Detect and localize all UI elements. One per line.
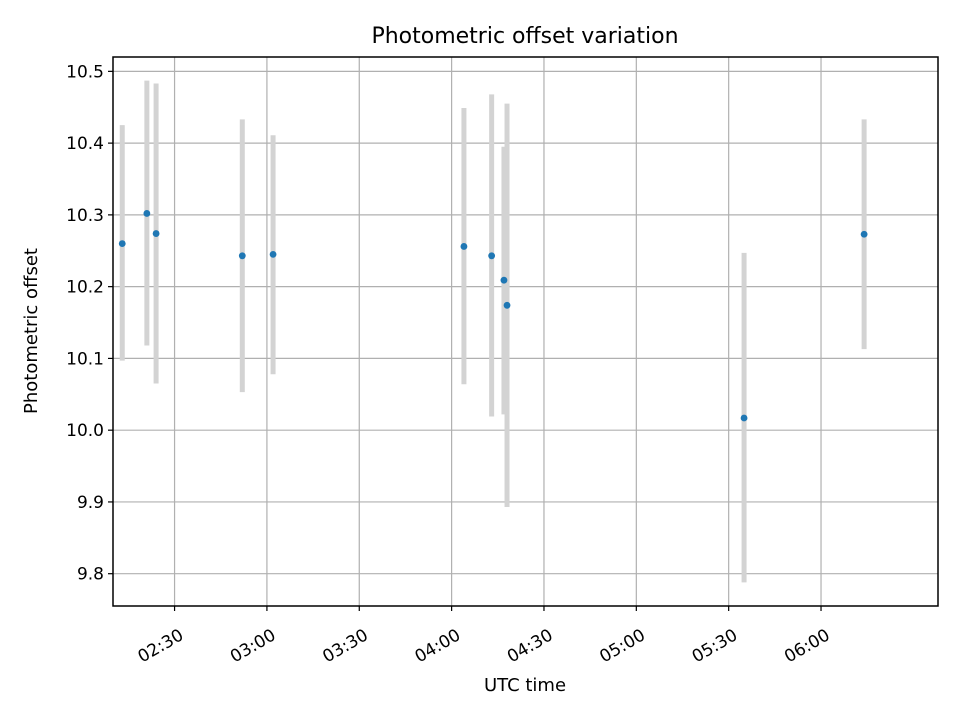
tick-layer: 02:30 03:00 03:30 04:00 04:30 05:00 05:30 06:00… (66, 62, 833, 667)
x-tick-label: 03:30 (319, 625, 371, 667)
y-axis-label: Photometric offset (21, 248, 42, 414)
plot-frame (112, 56, 939, 607)
y-tick-label: 10.0 (66, 421, 104, 441)
data-point (152, 230, 160, 237)
x-axis-label: UTC time (484, 675, 566, 696)
x-tick-label: 04:30 (504, 625, 556, 667)
x-tick-label: 04:00 (412, 625, 464, 667)
x-tick-label: 02:30 (135, 625, 187, 667)
y-tick-label: 10.2 (66, 278, 104, 298)
y-tick-label: 10.5 (66, 62, 104, 82)
point-layer (118, 210, 868, 422)
y-tick-label: 9.9 (77, 493, 104, 513)
data-point (460, 243, 468, 250)
data-point (143, 210, 151, 217)
data-point (238, 252, 246, 260)
data-point (118, 240, 126, 247)
errorbar-layer (119, 80, 867, 583)
y-tick-label: 10.3 (66, 206, 104, 226)
data-point (740, 414, 748, 422)
x-tick-label: 05:30 (689, 625, 741, 667)
data-point (269, 250, 277, 258)
chart-title: Photometric offset variation (371, 24, 678, 49)
y-tick-label: 10.4 (66, 134, 104, 154)
data-point (503, 301, 511, 309)
data-point (500, 276, 508, 284)
grid-layer (113, 57, 938, 606)
x-tick-label: 06:00 (781, 625, 833, 667)
y-tick-label: 9.8 (77, 565, 104, 585)
x-tick-label: 03:00 (227, 625, 279, 667)
y-tick-label: 10.1 (66, 349, 104, 369)
x-tick-label: 05:00 (596, 625, 648, 667)
data-point (488, 252, 496, 260)
data-point (860, 230, 868, 238)
